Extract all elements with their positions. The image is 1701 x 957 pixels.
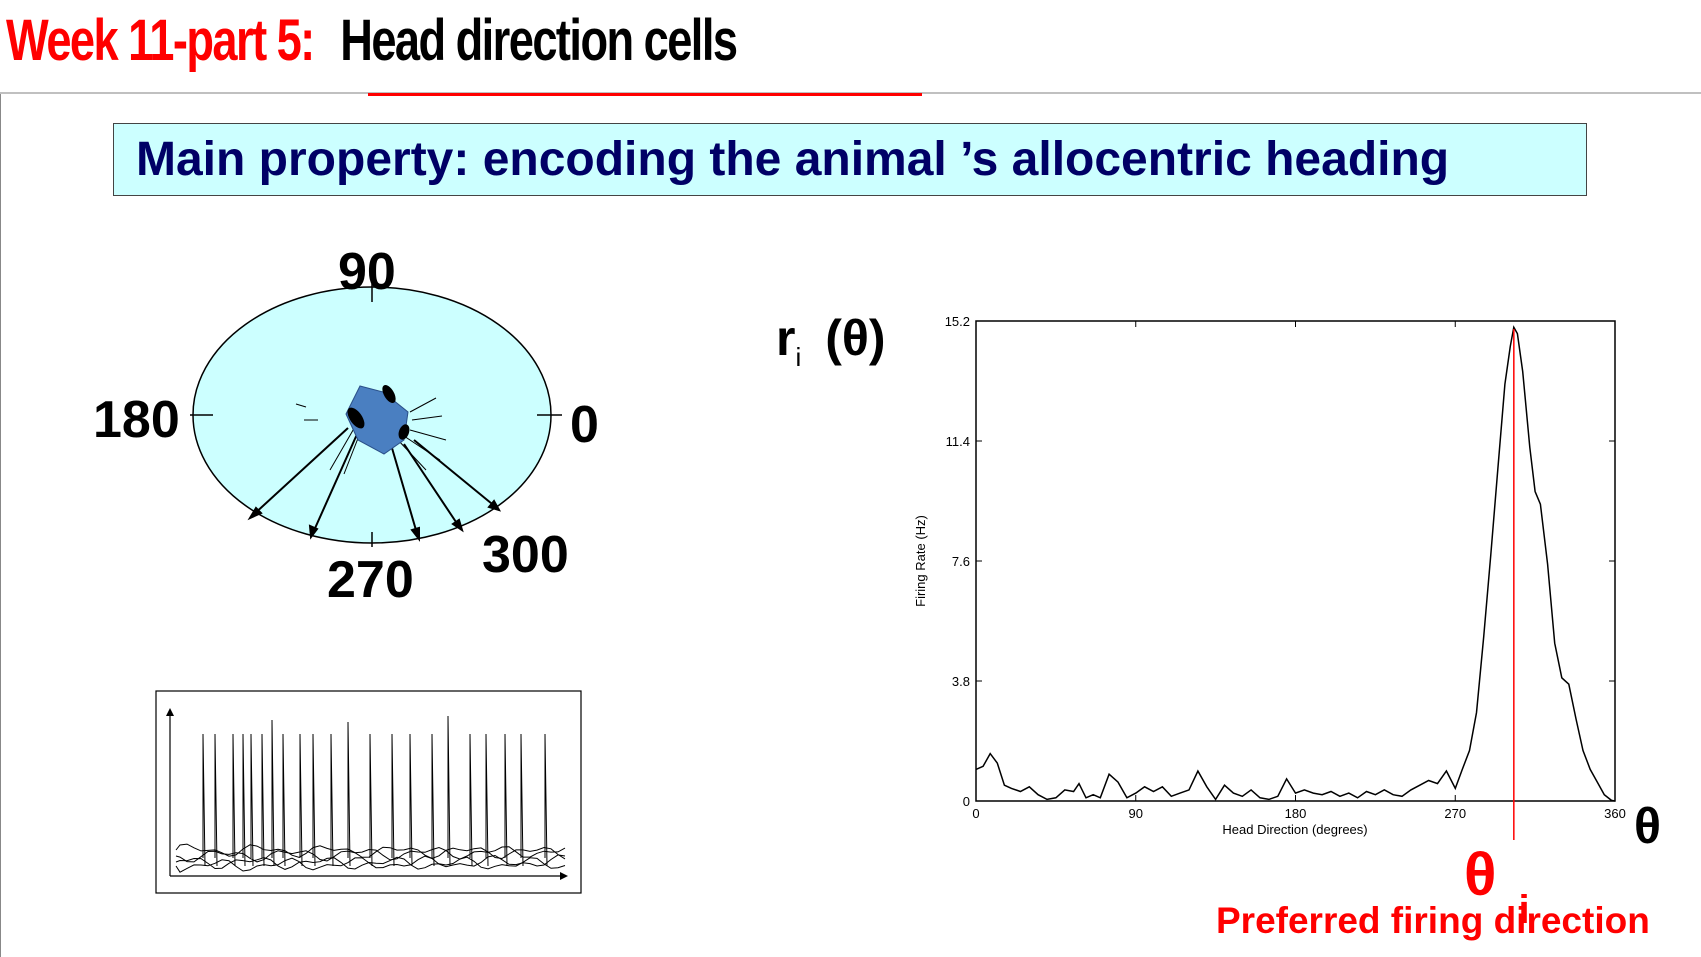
- slide-left-border: [0, 94, 1, 957]
- rat-ear-top-icon: [382, 384, 396, 404]
- spike: [409, 733, 413, 867]
- spike: [271, 719, 275, 867]
- spike: [214, 733, 218, 867]
- spike: [282, 733, 286, 867]
- x-tick-label: 90: [1129, 806, 1143, 821]
- y-axis-label: Firing Rate (Hz): [913, 515, 928, 607]
- spike: [202, 733, 206, 867]
- spike: [232, 733, 236, 867]
- y-symbol: ri (θ): [776, 310, 886, 385]
- spike: [447, 715, 451, 867]
- y-tick-label: 11.4: [946, 434, 970, 449]
- spike-trace-y-arrow: [166, 708, 174, 716]
- preferred-symbol: θi: [1464, 841, 1530, 933]
- spike: [469, 733, 473, 867]
- spike-trace-panel: [155, 690, 582, 894]
- x-tick-label: 180: [1285, 806, 1307, 821]
- baseline-trace: [175, 854, 566, 873]
- y-symbol-subscript: i: [795, 342, 802, 372]
- x-axis-ticks: 0 90 180 270 360: [972, 321, 1626, 821]
- preferred-caption: Preferred firing direction: [1216, 900, 1650, 941]
- compass-label-300: 300: [482, 526, 569, 584]
- y-tick-label: 7.6: [952, 554, 970, 569]
- title-topic: Head direction cells: [340, 8, 738, 73]
- x-axis-label: Head Direction (degrees): [1222, 822, 1367, 837]
- y-tick-label: 3.8: [952, 674, 970, 689]
- spike-trace-x-arrow: [560, 872, 568, 880]
- spike-traces: [175, 715, 566, 873]
- whiskers: [295, 397, 447, 475]
- title-part: Week 11-part 5:: [6, 8, 315, 73]
- y-tick-label: 15.2: [945, 314, 970, 329]
- x-tick-label: 360: [1604, 806, 1626, 821]
- spike: [330, 733, 334, 867]
- compass-label-90: 90: [338, 243, 396, 301]
- firing-rate-series-line: [975, 325, 1616, 802]
- spike: [504, 733, 508, 867]
- compass-label-0: 0: [570, 396, 599, 454]
- spike: [485, 733, 489, 867]
- spike: [391, 733, 395, 867]
- rat-ear-left-icon: [347, 407, 365, 429]
- direction-arrows: [247, 427, 502, 542]
- compass-label-180: 180: [93, 391, 180, 449]
- spike: [299, 733, 303, 867]
- preferred-symbol-theta: θ: [1464, 841, 1497, 908]
- spike: [347, 721, 351, 867]
- compass-label-270: 270: [327, 551, 414, 609]
- preferred-symbol-subscript: i: [1518, 888, 1530, 932]
- y-symbol-main: r: [776, 310, 796, 366]
- x-symbol: θ: [1634, 798, 1662, 854]
- title-underline-accent: [368, 93, 922, 96]
- head-direction-compass: [190, 283, 562, 547]
- main-property-text: Main property: encoding the animal ’s al…: [136, 133, 1450, 186]
- spike: [312, 733, 316, 867]
- x-tick-label: 270: [1444, 806, 1466, 821]
- spike: [520, 733, 524, 867]
- slide-title: Week 11-part 5: Head direction cells: [6, 6, 738, 86]
- spike: [250, 733, 254, 867]
- y-tick-label: 0: [963, 794, 970, 809]
- spike: [242, 733, 246, 867]
- spike: [544, 733, 548, 867]
- rat-eye-icon: [398, 424, 410, 440]
- y-axis-ticks: 0 3.8 7.6 11.4 15.2: [945, 314, 1615, 809]
- y-symbol-argument: (θ): [825, 310, 886, 366]
- spike-trace-frame: [155, 690, 582, 894]
- main-property-box: Main property: encoding the animal ’s al…: [113, 123, 1587, 196]
- plot-frame: [975, 320, 1616, 802]
- x-tick-label: 0: [972, 806, 979, 821]
- spike: [261, 733, 265, 867]
- spike: [431, 733, 435, 867]
- spike: [369, 733, 373, 867]
- baseline-trace: [175, 846, 566, 863]
